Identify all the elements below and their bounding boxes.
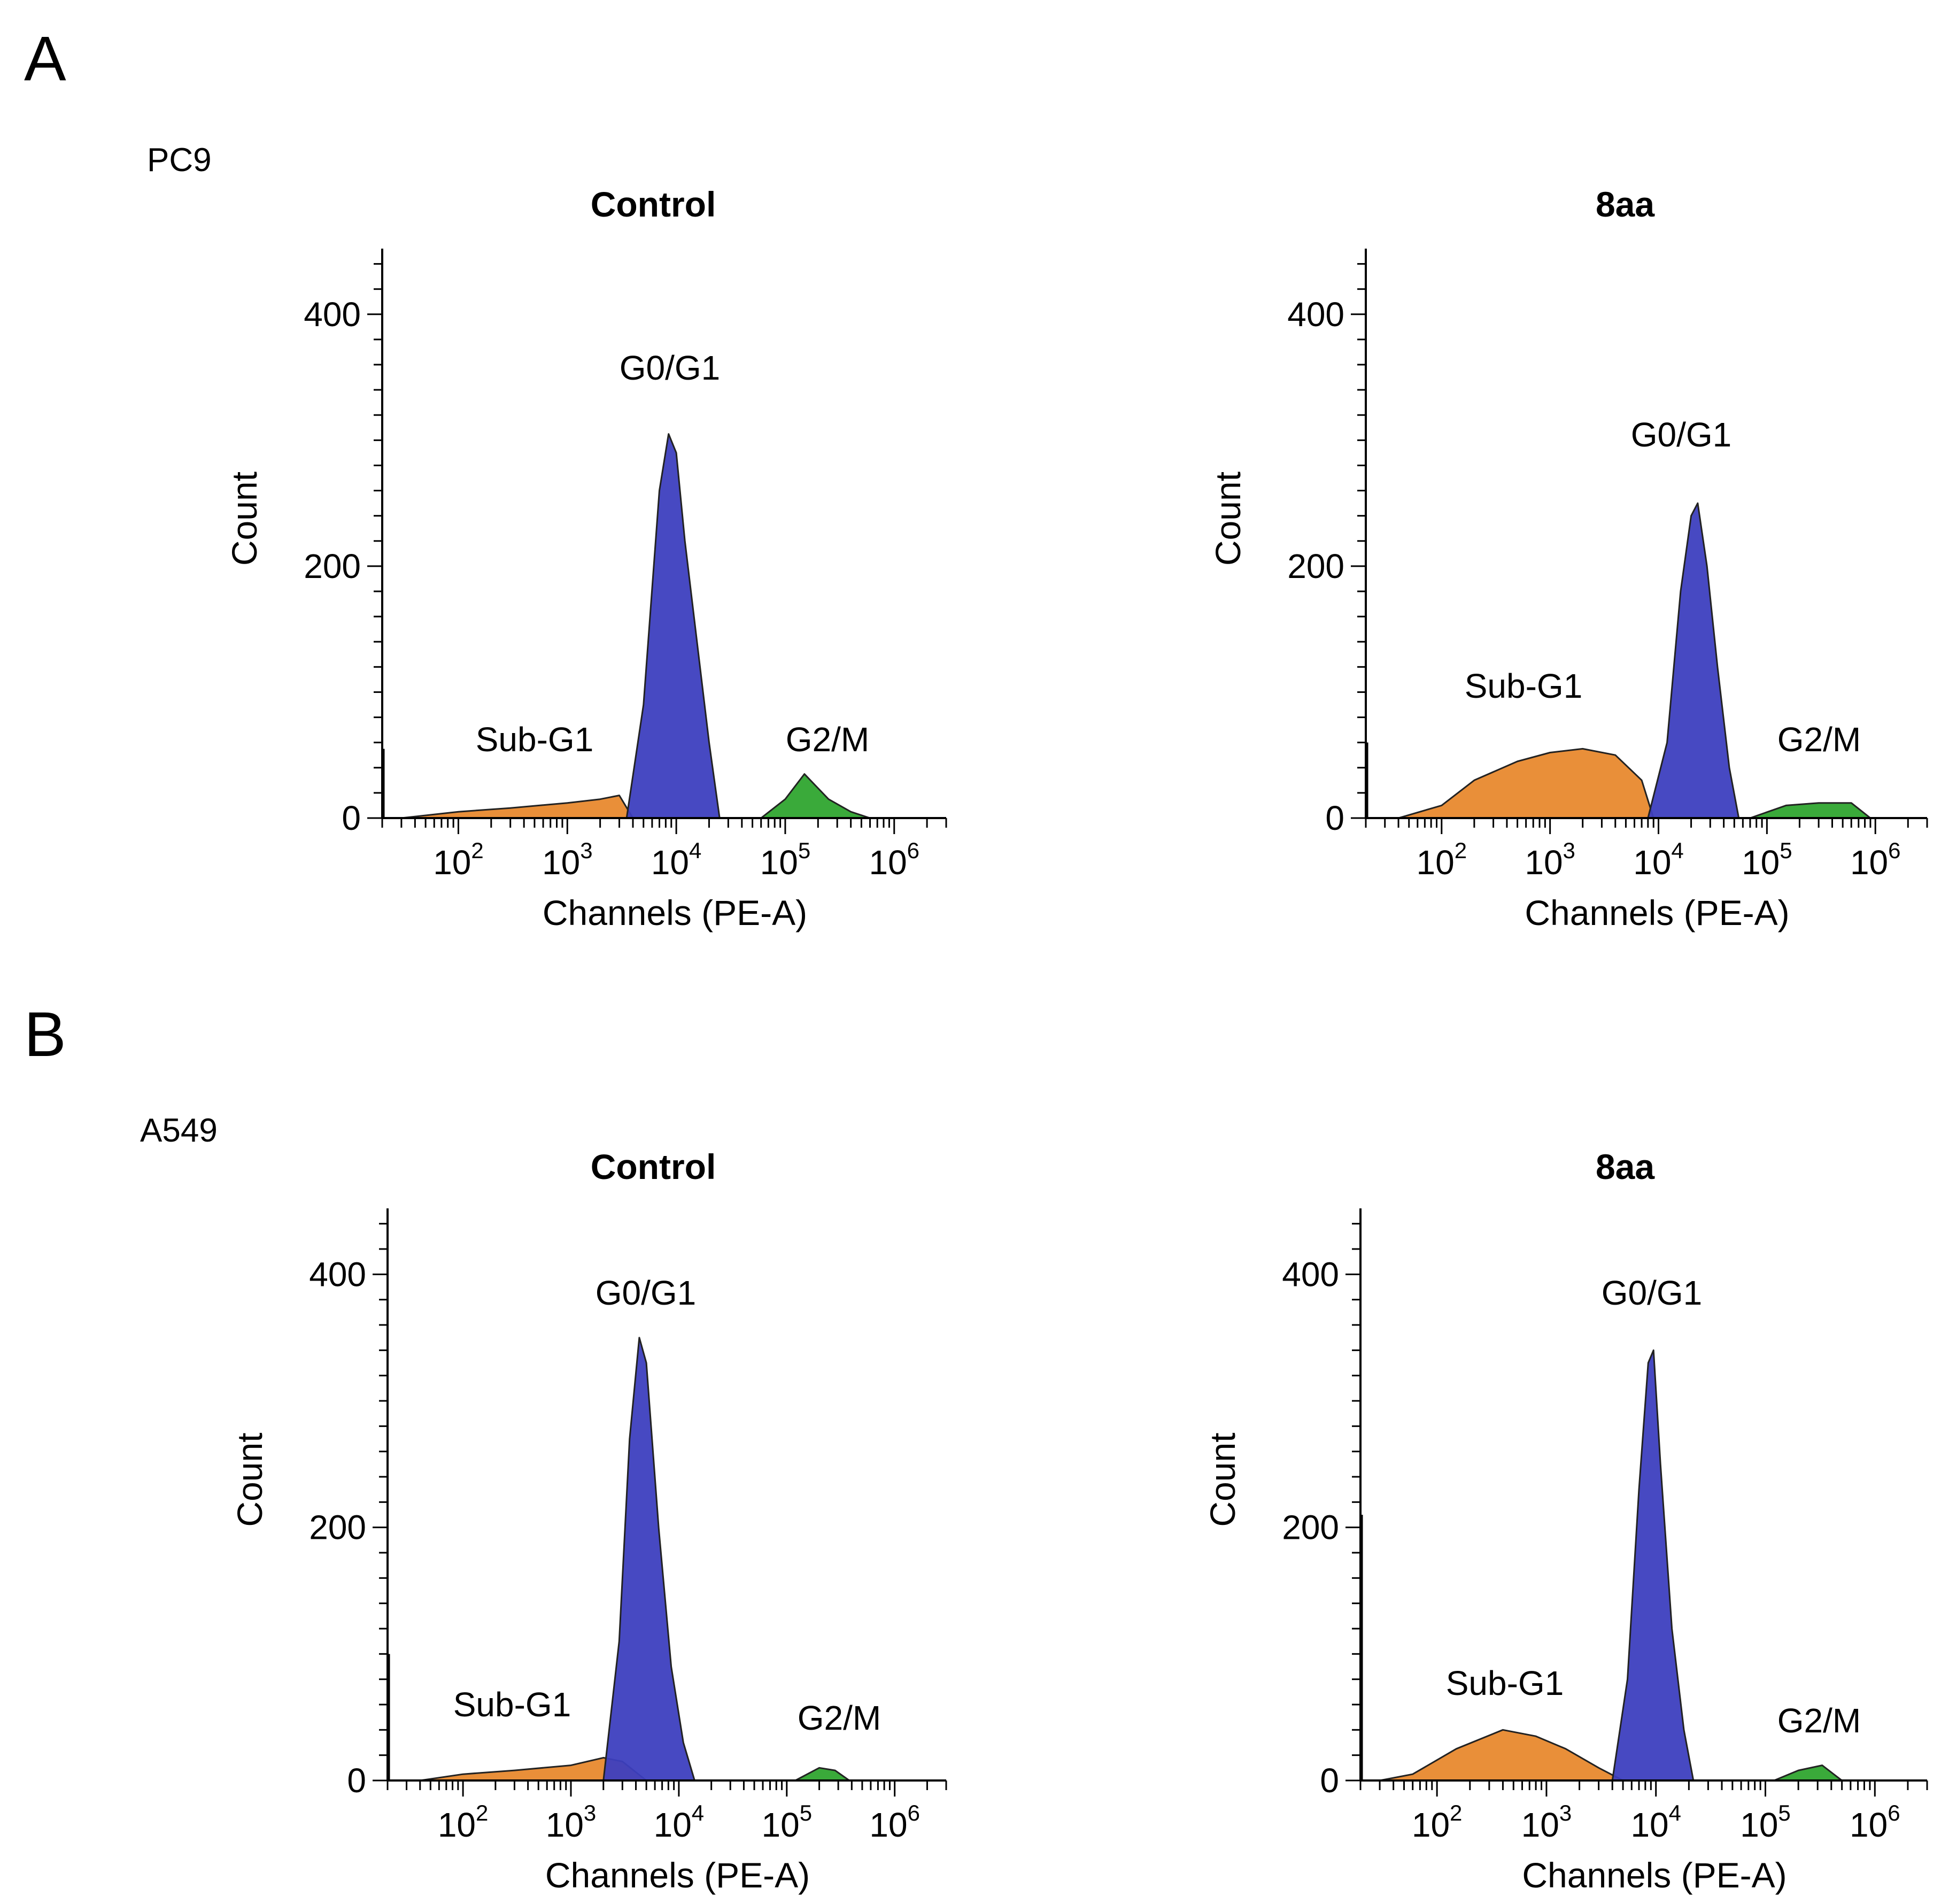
x-tick-label: 105 [1740,1800,1791,1844]
panel-letter-a: A [24,24,66,94]
annotation-g2-m: G2/M [1777,1701,1861,1740]
x-tick-label: 105 [760,838,811,882]
annotation-g0-g1: G0/G1 [1631,415,1732,454]
area-sub-g1 [400,795,634,819]
area-g0-g1 [625,433,721,819]
annotation-g2-m: G2/M [798,1699,881,1737]
x-tick-label: 102 [433,838,484,882]
y-tick-label: 0 [347,1761,366,1800]
y-tick-label: 200 [309,1508,366,1547]
annotation-g0-g1: G0/G1 [596,1274,697,1312]
annotation-sub-g1: Sub-G1 [453,1685,571,1724]
y-tick-label: 200 [304,547,361,585]
x-tick-label: 104 [1633,838,1684,882]
x-tick-label: 106 [869,1800,920,1844]
histogram-pc9-control: Control 0 200 400 102 103 104 105 106 Channels (P… [225,184,947,932]
histogram-panels: Control 0 200 400 102 103 104 105 106 Channels (P… [225,184,1928,1895]
y-axis-label: Count [225,472,264,566]
x-axis-label: Channels (PE-A) [545,1855,810,1895]
x-tick-label: 103 [1521,1800,1572,1844]
histogram-a549-control: Control 0 200 400 102 103 104 105 106 Channels (P… [230,1147,947,1895]
y-tick-label: 400 [304,295,361,334]
y-tick-label: 400 [309,1255,366,1293]
y-tick-label: 200 [1287,547,1344,585]
histogram-a549-8aa: 8aa 0 200 400 102 103 104 105 106 Channels (PE-A)… [1203,1147,1928,1895]
x-tick-label: 105 [1742,838,1792,882]
area-g2-m [760,773,871,819]
x-axis-label: Channels (PE-A) [1522,1855,1787,1895]
x-tick-label: 103 [542,838,593,882]
annotation-g0-g1: G0/G1 [620,349,721,387]
annotation-sub-g1: Sub-G1 [476,720,594,759]
area-sub-g1 [1397,747,1654,819]
y-tick-label: 200 [1282,1508,1339,1547]
x-tick-label: 106 [1850,838,1901,882]
area-g2-m [1773,1764,1843,1782]
x-axis-label: Channels (PE-A) [1525,893,1789,932]
chart-title: 8aa [1596,1147,1655,1186]
x-tick-label: 102 [1417,838,1467,882]
y-tick-label: 0 [1320,1761,1339,1800]
x-tick-label: 103 [546,1800,597,1844]
x-tick-label: 105 [762,1800,813,1844]
x-tick-label: 102 [1412,1800,1463,1844]
area-sub-g1 [1379,1729,1624,1782]
chart-title: 8aa [1596,184,1655,224]
area-g0-g1 [1611,1349,1695,1782]
y-tick-label: 0 [1325,799,1344,837]
y-tick-label: 0 [342,799,361,837]
y-tick-label: 400 [1287,295,1344,334]
chart-title: Control [591,184,716,224]
panel-letter-b: B [24,999,66,1070]
area-g2-m [794,1767,850,1782]
x-tick-label: 106 [1850,1800,1900,1844]
x-axis-label: Channels (PE-A) [543,893,807,932]
area-g0-g1 [1647,502,1740,819]
area-g0-g1 [602,1337,695,1782]
annotation-g2-m: G2/M [786,720,869,759]
area-g2-m [1749,802,1872,819]
y-axis-label: Count [230,1432,269,1527]
histogram-pc9-8aa: 8aa 0 200 400 102 103 104 105 106 Channels (PE-A)… [1208,184,1928,932]
x-tick-label: 104 [1630,1800,1681,1844]
x-tick-label: 104 [651,838,702,882]
y-tick-label: 400 [1282,1255,1339,1293]
x-tick-label: 102 [438,1800,489,1844]
annotation-sub-g1: Sub-G1 [1465,667,1583,705]
y-axis-label: Count [1203,1432,1242,1527]
row-label-a549: A549 [140,1112,218,1149]
y-axis-label: Count [1208,472,1248,566]
annotation-g0-g1: G0/G1 [1602,1274,1703,1312]
annotation-sub-g1: Sub-G1 [1446,1664,1564,1702]
row-label-pc9: PC9 [147,142,212,179]
annotation-g2-m: G2/M [1777,720,1861,759]
x-tick-label: 106 [869,838,919,882]
chart-title: Control [591,1147,716,1186]
x-tick-label: 103 [1525,838,1575,882]
x-tick-label: 104 [654,1800,705,1844]
